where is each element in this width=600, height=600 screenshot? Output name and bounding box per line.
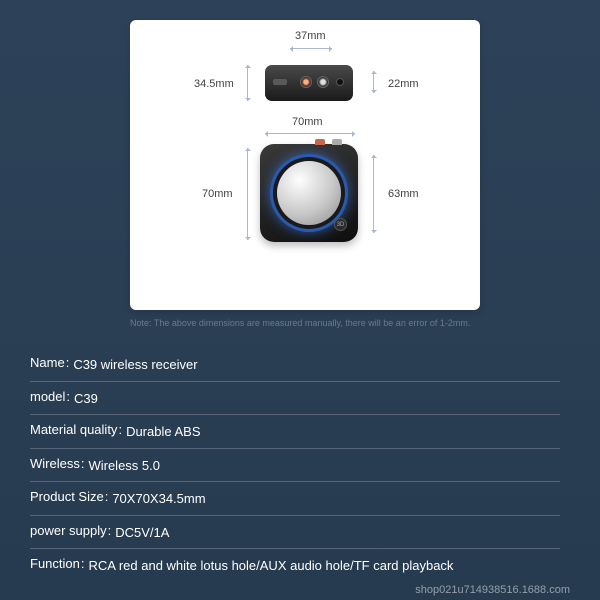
dim-arrow-front-right (373, 155, 374, 233)
dim-arrow-side-right (373, 71, 374, 93)
spec-row: Function : RCA red and white lotus hole/… (30, 549, 560, 582)
spec-list: Name: C39 wireless receiver model : C39 … (30, 348, 560, 582)
spec-value: C39 wireless receiver (73, 355, 197, 375)
dim-front-left: 70mm (202, 188, 233, 200)
dim-arrow-front-left (247, 148, 248, 240)
product-side-view (265, 65, 353, 101)
dim-arrow-front-top (265, 133, 355, 134)
spec-label: Material quality (30, 422, 117, 437)
spec-value: Wireless 5.0 (88, 456, 160, 476)
usb-port-icon (273, 79, 287, 85)
product-spec-page: 37mm 34.5mm 22mm 70mm 70mm 63mm 3D Note:… (0, 0, 600, 600)
spec-label: Name (30, 355, 65, 370)
3d-button-icon: 3D (334, 218, 347, 231)
dim-side-right: 22mm (388, 78, 419, 90)
spec-label: Function (30, 556, 80, 571)
spec-value: Durable ABS (126, 422, 200, 442)
spec-row: Material quality: Durable ABS (30, 415, 560, 449)
dim-arrow-side-left (247, 65, 248, 101)
spec-value: RCA red and white lotus hole/AUX audio h… (89, 556, 454, 576)
volume-dial-icon (277, 161, 341, 225)
spec-label: model (30, 389, 65, 404)
dimension-card: 37mm 34.5mm 22mm 70mm 70mm 63mm 3D (130, 20, 480, 310)
dim-front-right: 63mm (388, 188, 419, 200)
spec-row: power supply : DC5V/1A (30, 516, 560, 550)
spec-value: 70X70X34.5mm (112, 489, 205, 509)
spec-value: C39 (74, 389, 98, 409)
spec-value: DC5V/1A (115, 523, 169, 543)
spec-row: model : C39 (30, 382, 560, 416)
spec-label: power supply (30, 523, 107, 538)
dim-front-top: 70mm (292, 116, 323, 128)
product-front-view: 3D (260, 144, 358, 242)
rca-white-port-icon (317, 76, 329, 88)
dim-side-top: 37mm (295, 30, 326, 42)
spec-label: Wireless (30, 456, 80, 471)
rca-white-top-icon (332, 139, 342, 145)
spec-row: Name: C39 wireless receiver (30, 348, 560, 382)
shop-watermark: shop021u714938516.1688.com (415, 584, 570, 596)
spec-label: Product Size (30, 489, 104, 504)
spec-row: Product Size : 70X70X34.5mm (30, 482, 560, 516)
measurement-note: Note: The above dimensions are measured … (130, 318, 570, 328)
rca-red-top-icon (315, 139, 325, 145)
rca-red-port-icon (300, 76, 312, 88)
dim-arrow-side-top (290, 48, 332, 49)
dim-side-left: 34.5mm (194, 78, 234, 90)
spec-row: Wireless: Wireless 5.0 (30, 449, 560, 483)
aux-port-icon (336, 78, 344, 86)
